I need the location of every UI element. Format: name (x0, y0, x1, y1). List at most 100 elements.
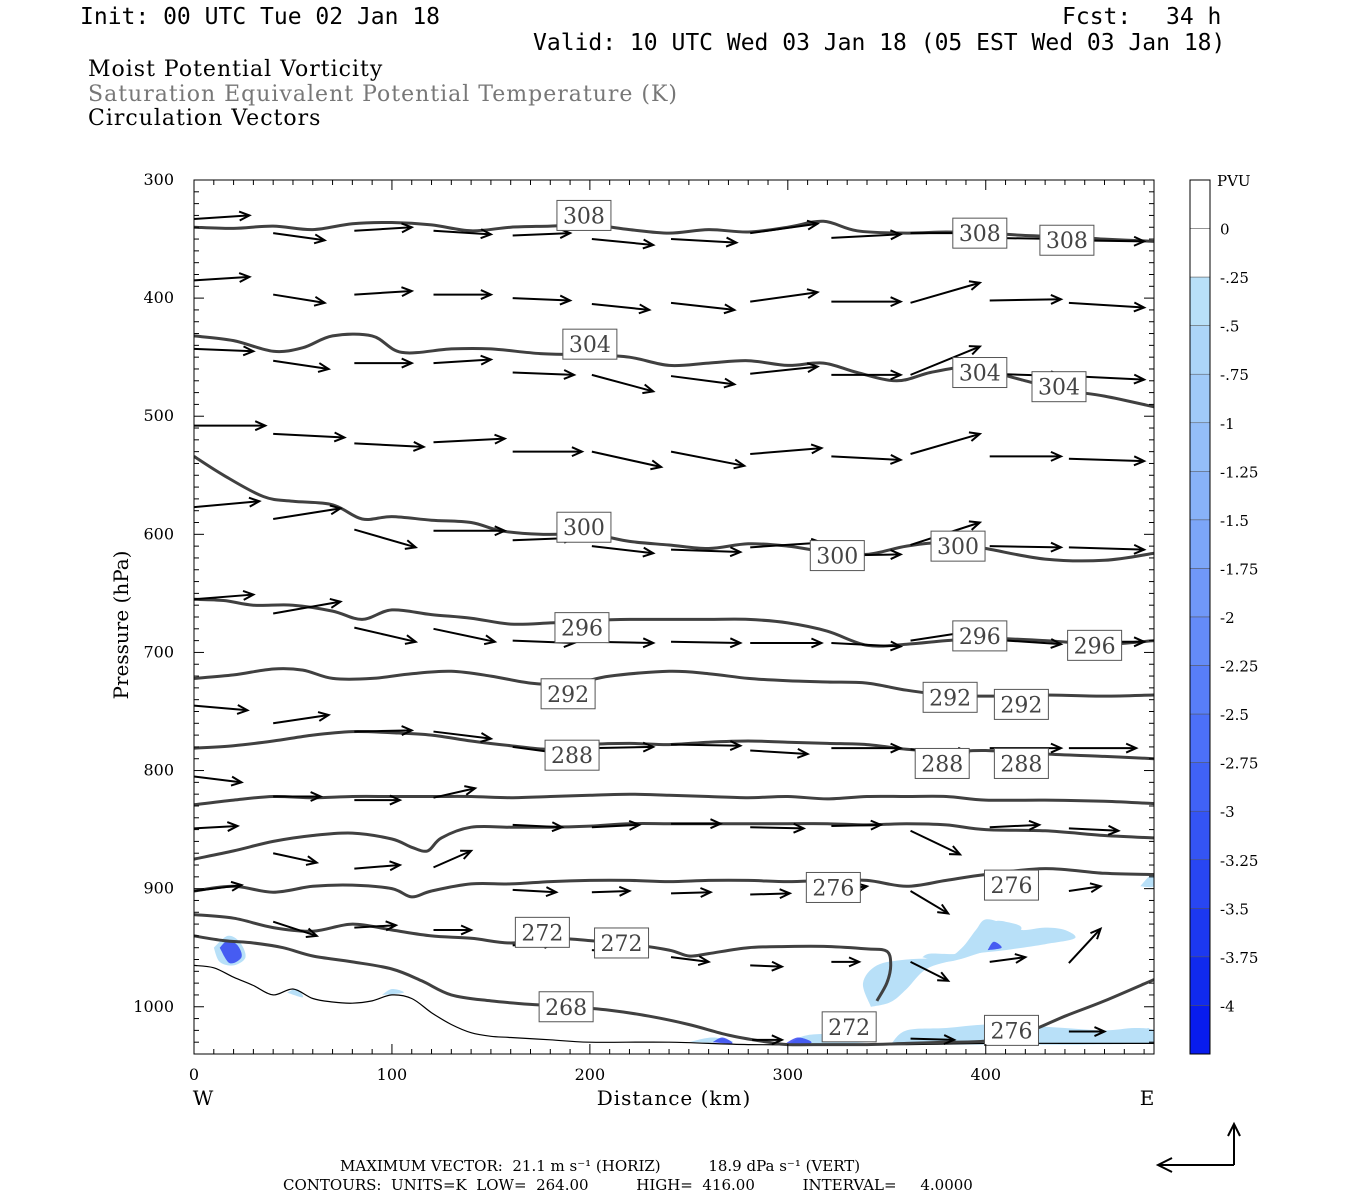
circulation-vector (273, 711, 332, 725)
contour-label: 288 (993, 747, 1049, 779)
circulation-vector (354, 920, 399, 932)
circulation-vector (670, 301, 737, 315)
circulation-vector (831, 819, 884, 831)
theta-es-contour-284 (194, 792, 1154, 807)
circulation-vector (272, 920, 320, 939)
colorbar-swatch (1189, 228, 1211, 278)
colorbar-swatch (1189, 859, 1211, 909)
theta-es-contour-296 (194, 597, 1154, 648)
circulation-vector (591, 238, 656, 250)
circulation-vector (194, 496, 262, 509)
circulation-vector (591, 545, 656, 558)
circulation-vector (910, 345, 983, 376)
forecast-hour: 34 h (1166, 4, 1222, 30)
colorbar-swatch (1189, 762, 1211, 812)
pv-region-dark (219, 940, 242, 964)
forecast-label: Fcst: (1062, 4, 1132, 30)
circulation-vector (591, 819, 642, 831)
circulation-vector (750, 443, 824, 456)
circulation-vector (831, 454, 904, 465)
circulation-vector (591, 373, 656, 395)
contour-label: 300 (930, 530, 986, 562)
circulation-vector (671, 637, 743, 649)
svg-text:304: 304 (959, 362, 1001, 387)
axis-layer: 300 400 500 600 700 800 900 1000 0 100 200 300 400 (133, 170, 1154, 1084)
circulation-vector (273, 597, 343, 615)
circulation-vector (433, 924, 474, 936)
field-title-vectors: Circulation Vectors (88, 106, 322, 131)
circulation-vector (750, 888, 793, 900)
circulation-vector (512, 821, 565, 833)
contour-label: 300 (556, 511, 612, 543)
contour-label: 304 (952, 357, 1008, 389)
svg-text:276: 276 (990, 874, 1032, 899)
svg-text:296: 296 (959, 625, 1001, 650)
svg-text:300: 300 (937, 535, 979, 560)
pv-region-light (287, 988, 304, 998)
init-time: Init: 00 UTC Tue 02 Jan 18 (80, 4, 441, 30)
x-tick-label: 300 (773, 1065, 804, 1084)
pv-region-dark (987, 941, 1002, 951)
contour-label: 292 (540, 678, 596, 710)
circulation-vector (831, 369, 904, 381)
svg-text:272: 272 (828, 1016, 870, 1041)
contour-label: 308 (556, 199, 612, 231)
circulation-vector (989, 953, 1028, 964)
x-tick-label: 100 (377, 1065, 408, 1084)
pv-region-light (862, 919, 1076, 1007)
contour-label-layer: 308 308 308 304 304 304 300 300 300 296 296 296 292 2… (514, 199, 1123, 1046)
pv-region-light (1140, 874, 1154, 888)
circulation-vector (354, 626, 419, 645)
circulation-vector (354, 222, 415, 234)
circulation-vector (750, 219, 820, 235)
x-tick-label: 0 (189, 1065, 199, 1084)
theta-es-contour-304 (194, 332, 1154, 409)
circulation-vector (670, 236, 739, 248)
pv-region-light (1140, 1028, 1154, 1044)
contour-label: 296 (554, 612, 610, 644)
contour-label: 300 (809, 540, 865, 572)
field-title-theta-es: Saturation Equivalent Potential Temperat… (88, 82, 678, 107)
circulation-vector (750, 960, 785, 972)
circulation-vector (273, 359, 332, 373)
svg-text:276: 276 (990, 1019, 1032, 1044)
colorbar-swatch (1189, 373, 1211, 424)
circulation-vector (1068, 455, 1147, 467)
circulation-vector (671, 818, 723, 830)
colorbar: 0 -.25 -.5 -.75 -1 -1.25 -1.5 -1.75 -2 -2.25 -2.5 -… (1189, 179, 1258, 1055)
circulation-vector (273, 431, 347, 443)
circulation-vector (750, 748, 811, 759)
colorbar-label: -1.75 (1220, 560, 1258, 578)
max-vector-text: MAXIMUM VECTOR: 21.1 m s⁻¹ (HORIZ) 18.9 … (340, 1157, 861, 1175)
contour-label: 276 (983, 1014, 1039, 1046)
circulation-vector (354, 441, 427, 452)
contour-label: 276 (983, 869, 1039, 901)
circulation-vector (433, 849, 474, 869)
svg-text:308: 308 (1046, 229, 1088, 254)
circulation-vector (1068, 927, 1103, 964)
circulation-vector (989, 819, 1042, 831)
colorbar-swatch (1189, 616, 1211, 666)
colorbar-swatch (1189, 956, 1211, 1006)
colorbar-label: -.5 (1220, 318, 1239, 336)
circulation-vector (671, 740, 743, 751)
svg-text:296: 296 (561, 617, 603, 642)
svg-text:272: 272 (601, 932, 643, 957)
circulation-vector (194, 704, 250, 715)
circulation-vector (591, 885, 632, 897)
colorbar-label: -3.25 (1220, 852, 1258, 870)
svg-text:304: 304 (1038, 376, 1080, 401)
colorbar-label: -1.25 (1220, 463, 1258, 481)
circulation-vector (670, 546, 743, 558)
contour-label: 272 (821, 1011, 877, 1043)
circulation-vector (1068, 1026, 1107, 1037)
y-tick-label: 600 (143, 524, 174, 543)
circulation-vector (433, 289, 494, 300)
colorbar-label: -3 (1220, 803, 1235, 821)
colorbar-title: PVU (1217, 172, 1251, 190)
y-tick-label: 1000 (133, 997, 174, 1016)
circulation-vector (831, 742, 904, 754)
colorbar-swatch (1189, 665, 1211, 715)
svg-text:288: 288 (1000, 752, 1042, 777)
